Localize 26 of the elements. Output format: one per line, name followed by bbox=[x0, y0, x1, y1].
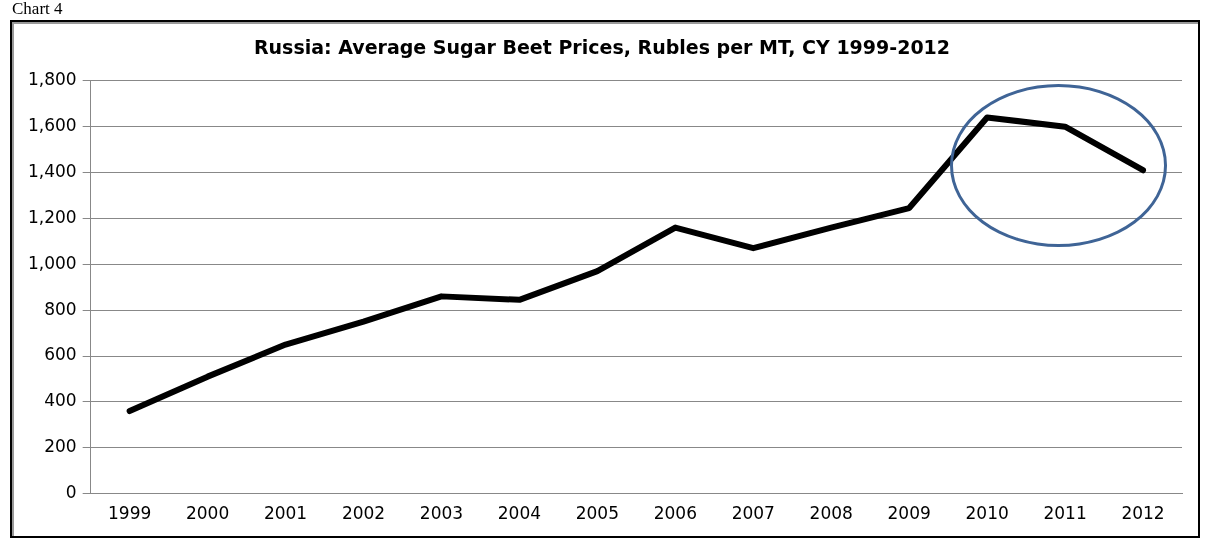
x-tick-label: 2012 bbox=[1121, 503, 1165, 524]
y-tick-label: 600 bbox=[44, 344, 77, 365]
x-tick-label: 2007 bbox=[731, 503, 775, 524]
chart-title: Russia: Average Sugar Beet Prices, Rubles per MT, CY 1999-2012 bbox=[253, 36, 951, 59]
y-tick-label: 400 bbox=[44, 390, 77, 411]
x-tick-label: 2011 bbox=[1043, 503, 1087, 524]
y-tick-label: 1,200 bbox=[28, 206, 77, 227]
y-tick-label: 1,000 bbox=[28, 252, 77, 273]
y-tick-label: 1,800 bbox=[28, 69, 77, 90]
x-tick-label: 2008 bbox=[809, 503, 853, 524]
x-tick-label: 2002 bbox=[341, 503, 386, 524]
x-tick-label: 2006 bbox=[653, 503, 697, 524]
x-tick-label: 2009 bbox=[887, 503, 931, 524]
y-tick-label: 1,600 bbox=[28, 115, 77, 136]
x-tick-label: 2005 bbox=[575, 503, 619, 524]
x-tick-label: 2004 bbox=[497, 503, 542, 524]
x-tick-label: 2010 bbox=[965, 503, 1009, 524]
y-tick-label: 1,400 bbox=[28, 160, 77, 181]
x-tick-label: 2003 bbox=[419, 503, 464, 524]
x-tick-label: 1999 bbox=[108, 503, 152, 524]
caption: Chart 4 bbox=[12, 0, 63, 18]
x-tick-label: 2000 bbox=[185, 503, 230, 524]
y-tick-label: 0 bbox=[65, 482, 77, 503]
x-tick-label: 2001 bbox=[263, 503, 308, 524]
y-tick-label: 800 bbox=[44, 298, 77, 319]
y-tick-label: 200 bbox=[44, 436, 77, 457]
